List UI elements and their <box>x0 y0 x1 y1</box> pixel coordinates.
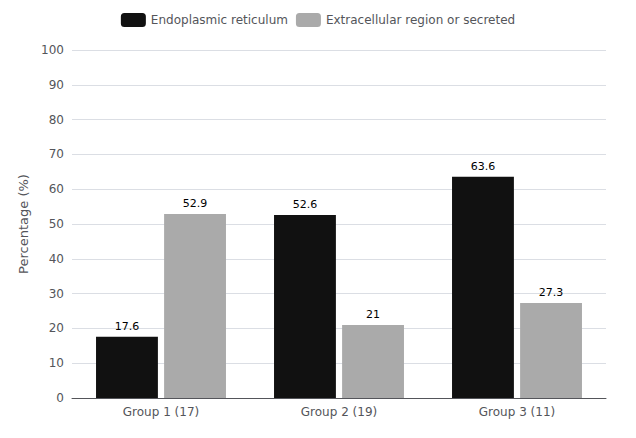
svg-text:20: 20 <box>49 321 64 335</box>
svg-text:17.6: 17.6 <box>115 320 140 333</box>
svg-text:100: 100 <box>41 43 64 57</box>
svg-text:80: 80 <box>49 113 64 127</box>
svg-text:Group 1 (17): Group 1 (17) <box>123 405 199 419</box>
svg-text:21: 21 <box>366 308 380 321</box>
svg-text:27.3: 27.3 <box>539 286 564 299</box>
svg-text:63.6: 63.6 <box>471 160 496 173</box>
svg-text:52.6: 52.6 <box>293 198 318 211</box>
svg-text:Endoplasmic reticulum: Endoplasmic reticulum <box>151 13 288 27</box>
svg-text:30: 30 <box>49 287 64 301</box>
svg-text:52.9: 52.9 <box>183 197 208 210</box>
svg-text:70: 70 <box>49 147 64 161</box>
svg-text:40: 40 <box>49 252 64 266</box>
svg-text:Extracellular region or secret: Extracellular region or secreted <box>326 13 515 27</box>
svg-text:50: 50 <box>49 217 64 231</box>
svg-text:Group 2 (19): Group 2 (19) <box>301 405 377 419</box>
svg-text:90: 90 <box>49 78 64 92</box>
svg-text:10: 10 <box>49 356 64 370</box>
svg-text:60: 60 <box>49 182 64 196</box>
svg-text:Percentage (%): Percentage (%) <box>16 174 31 274</box>
svg-text:0: 0 <box>56 391 64 405</box>
svg-text:Group 3 (11): Group 3 (11) <box>479 405 555 419</box>
